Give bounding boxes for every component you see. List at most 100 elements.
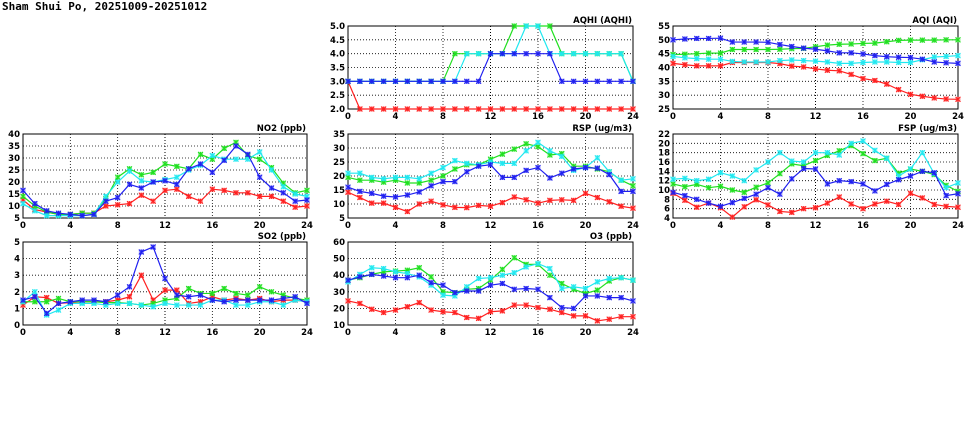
data-point [931,169,938,176]
y-tick-label: 20 [658,139,670,149]
data-point [268,297,275,303]
data-point [582,313,589,319]
data-point [440,308,446,315]
data-point [114,179,121,185]
data-point [463,78,470,85]
data-point [872,59,878,65]
data-point [487,161,494,168]
data-point [368,190,375,197]
data-point [292,198,299,205]
data-point [55,210,62,217]
data-point [558,309,565,316]
data-point [357,274,363,280]
y-tick-label: 35 [658,77,670,87]
data-point [499,151,506,158]
data-point [511,174,518,181]
x-tick-label: 4 [718,112,724,122]
data-point [594,106,601,112]
data-point [741,189,748,196]
y-tick-label: 2.5 [330,91,345,101]
data-point [209,290,216,297]
data-point [209,186,216,193]
data-point [582,190,589,197]
data-point [883,38,890,45]
data-point [670,53,676,60]
data-point [777,46,783,53]
x-tick-label: 20 [580,112,592,122]
data-point [812,58,819,64]
data-point [788,63,795,69]
data-point [256,193,263,200]
data-point [233,290,239,297]
data-point [943,203,949,210]
data-point [368,306,375,313]
x-tick-label: 20 [254,221,266,231]
data-point [244,297,251,303]
data-point [943,36,949,43]
data-point [594,293,601,299]
data-point [138,177,145,184]
data-point [848,41,854,47]
data-point [630,205,636,212]
data-point [256,283,263,290]
data-point [907,166,914,172]
data-point [741,59,748,65]
data-point [487,282,494,289]
data-point [475,78,482,85]
data-point [848,60,854,67]
y-tick-label: 4 [664,214,670,224]
y-tick-label: 10 [333,200,345,210]
data-point [20,193,26,200]
data-point [535,139,541,146]
data-point [907,59,914,66]
data-point [452,50,458,57]
data-point [416,201,423,207]
data-point [221,298,228,305]
data-point [126,300,133,307]
data-point [162,300,168,307]
data-point [955,190,961,197]
data-point [428,198,434,205]
data-point [955,36,961,43]
x-tick-label: 0 [20,221,26,231]
data-point [268,288,275,295]
data-point [511,106,518,112]
data-point [280,183,287,190]
page-title: Sham Shui Po, 20251009-20251012 [2,0,208,13]
chart-panel-3: 5 10 15 20 25 30 35 0 4 8 12 16 20 24 RSP (ug/m3) [333,124,639,231]
data-point [535,143,541,150]
data-point [693,177,700,184]
y-tick-label: 35 [333,130,345,140]
x-tick-label: 16 [206,328,218,338]
data-point [630,182,636,189]
data-point [670,36,676,43]
data-point [244,292,251,298]
data-point [788,43,795,50]
data-point [404,78,411,85]
plot-frame [672,25,959,110]
data-point [55,300,62,307]
data-point [150,244,157,250]
data-point [404,274,411,281]
y-tick-label: 1 [14,304,20,314]
data-point [185,302,192,308]
data-point [547,23,553,29]
data-point [535,286,541,293]
data-point [765,180,771,186]
x-tick-label: 16 [857,221,869,231]
y-tick-label: 25 [658,105,670,115]
data-point [138,192,145,199]
data-point [244,151,251,158]
chart-title: AQHI (AQHI) [573,16,632,26]
data-point [705,176,712,183]
x-tick-label: 4 [67,328,73,338]
data-point [729,39,736,45]
data-point [221,157,228,164]
data-point [268,193,275,200]
series-blue [345,271,636,312]
data-point [292,293,299,300]
data-point [594,194,601,201]
data-point [860,138,866,144]
data-point [304,300,310,307]
data-point [345,170,351,177]
